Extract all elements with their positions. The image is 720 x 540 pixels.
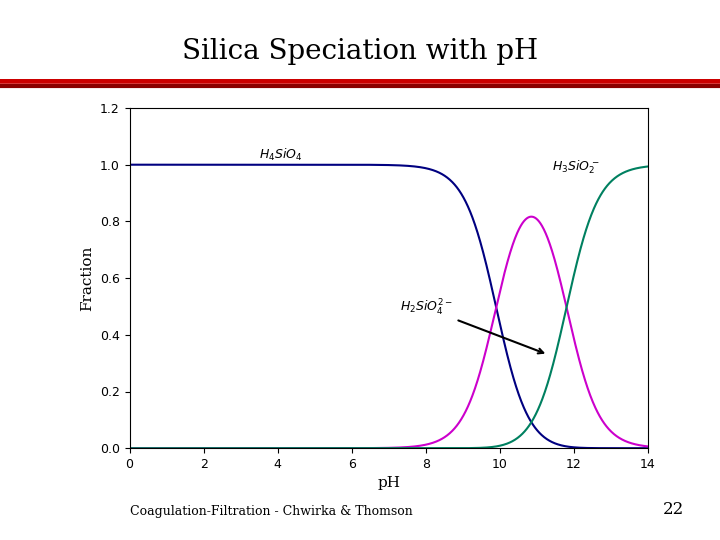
- X-axis label: pH: pH: [377, 476, 400, 490]
- Text: $H_2SiO_4^{2-}$: $H_2SiO_4^{2-}$: [400, 298, 544, 353]
- Text: $H_3SiO_2^-$: $H_3SiO_2^-$: [552, 158, 599, 176]
- Y-axis label: Fraction: Fraction: [81, 245, 94, 311]
- Text: $H_4SiO_4$: $H_4SiO_4$: [259, 147, 302, 163]
- Text: Coagulation-Filtration - Chwirka & Thomson: Coagulation-Filtration - Chwirka & Thoms…: [130, 505, 413, 518]
- Text: 22: 22: [662, 502, 684, 518]
- Text: Silica Speciation with pH: Silica Speciation with pH: [182, 38, 538, 65]
